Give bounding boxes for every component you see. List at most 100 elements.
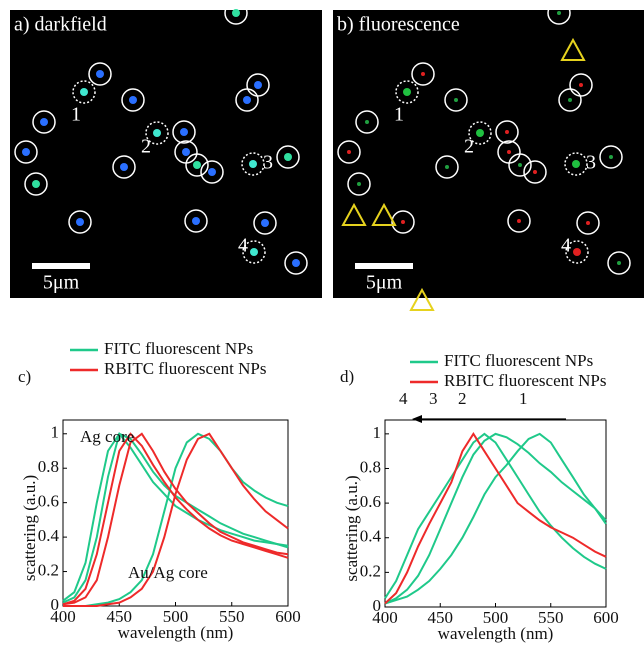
particle-number: 1	[71, 104, 81, 126]
particle	[153, 129, 161, 137]
particle-ring	[174, 140, 198, 164]
particle-ring	[253, 211, 277, 235]
scale-label: 5μm	[366, 272, 403, 294]
scale-bar	[355, 263, 413, 269]
particle	[76, 218, 84, 226]
plot-frame	[384, 419, 607, 608]
particle	[586, 221, 590, 225]
particle	[347, 150, 351, 154]
panel-label: a) darkfield	[14, 14, 107, 36]
particle-ring	[200, 160, 224, 184]
x-axis-label: wavelength (nm)	[438, 624, 554, 643]
particle-ring	[607, 251, 631, 275]
scale-label: 5μm	[43, 272, 80, 294]
particle	[80, 88, 88, 96]
particle-number: 4	[238, 235, 248, 257]
y-tick-label: 0.4	[360, 527, 382, 546]
y-tick-label: 0.8	[38, 457, 59, 476]
particle	[249, 160, 257, 168]
particle-ring	[355, 110, 379, 134]
particle	[292, 259, 300, 267]
particle-number: 3	[586, 152, 596, 174]
particle	[505, 130, 509, 134]
particle-ring	[547, 1, 571, 25]
particle	[208, 168, 216, 176]
particle-ring	[32, 110, 56, 134]
triangle-marker	[560, 37, 586, 61]
annotation: Ag core	[80, 427, 134, 446]
particle	[193, 161, 201, 169]
annotation: Au/Ag core	[128, 563, 208, 582]
particle	[96, 70, 104, 78]
particle-ring	[599, 145, 623, 169]
particle	[573, 248, 581, 256]
particle-ring	[576, 211, 600, 235]
particle-ring	[523, 160, 547, 184]
particle	[454, 98, 458, 102]
particle-number: 4	[561, 235, 571, 257]
annotation: 1	[519, 389, 528, 408]
x-tick-label: 600	[275, 607, 301, 626]
particle-ring	[24, 172, 48, 196]
particle	[192, 217, 200, 225]
particle	[421, 72, 425, 76]
annotation: 4	[399, 389, 408, 408]
y-tick-label: 0.6	[38, 492, 59, 511]
particle-ring	[276, 145, 300, 169]
particle	[517, 219, 521, 223]
triangle-marker	[341, 202, 367, 226]
particle	[129, 96, 137, 104]
y-tick-label: 0.6	[360, 492, 381, 511]
marked-particle	[72, 80, 96, 104]
particle	[518, 163, 522, 167]
triangle-marker	[409, 287, 435, 311]
spectrum-line	[62, 432, 289, 602]
marked-particle	[145, 121, 169, 145]
particle-number: 2	[464, 136, 474, 158]
particle-ring	[497, 140, 521, 164]
particle	[445, 165, 449, 169]
spectrum-line	[384, 432, 607, 605]
scale-bar	[32, 263, 90, 269]
particle	[403, 88, 411, 96]
particle	[476, 129, 484, 137]
y-axis-label: scattering (a.u.)	[342, 475, 361, 581]
legend-label: RBITC fluorescent NPs	[104, 359, 266, 378]
particle	[568, 98, 572, 102]
x-tick-label: 500	[483, 608, 509, 627]
marked-particle	[564, 152, 588, 176]
particle	[250, 248, 258, 256]
legend-label: RBITC fluorescent NPs	[444, 371, 606, 390]
marked-particle	[565, 240, 589, 264]
image-panel	[333, 10, 644, 298]
marked-particle	[468, 121, 492, 145]
particle-number: 2	[141, 136, 151, 158]
annotation: 3	[429, 389, 438, 408]
particle	[180, 128, 188, 136]
marked-particle	[241, 152, 265, 176]
y-tick-label: 0	[51, 595, 60, 614]
spectrum-line	[384, 432, 607, 599]
particle-ring	[284, 251, 308, 275]
y-axis-label: scattering (a.u.)	[20, 475, 39, 581]
x-tick-label: 550	[219, 607, 245, 626]
particle-ring	[391, 210, 415, 234]
particle-ring	[337, 140, 361, 164]
particle	[617, 261, 621, 265]
spectrum-line	[63, 432, 289, 607]
particle-ring	[88, 62, 112, 86]
spectrum-line	[384, 432, 607, 605]
particle	[557, 11, 561, 15]
y-tick-label: 1	[51, 423, 60, 442]
x-tick-label: 450	[107, 607, 133, 626]
particle-ring	[224, 1, 248, 25]
legend-label: FITC fluorescent NPs	[444, 351, 593, 370]
particle	[365, 120, 369, 124]
marked-particle	[395, 80, 419, 104]
particle	[579, 83, 583, 87]
y-tick-label: 0.2	[38, 560, 59, 579]
particle	[120, 163, 128, 171]
particle	[507, 150, 511, 154]
particle-ring	[347, 172, 371, 196]
